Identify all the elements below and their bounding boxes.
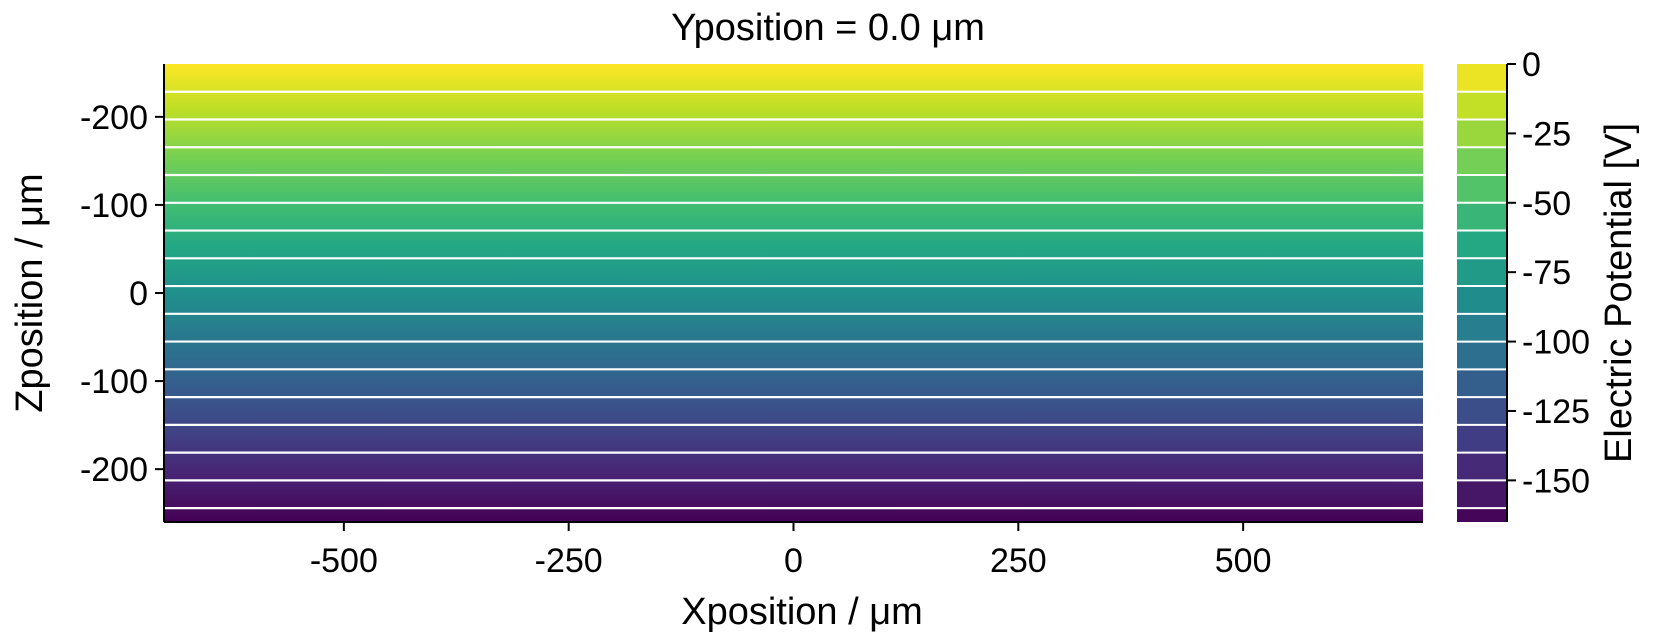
x-axis-label: Xposition / μm	[681, 591, 923, 633]
colorbar-band	[1457, 64, 1507, 92]
colorbar-tick-label: -150	[1522, 462, 1590, 500]
contour-lines	[164, 90, 1423, 510]
y-tick-label: -200	[80, 99, 148, 137]
colorbar-ticks: 0 -25 -50 -75 -100 -125 -150	[1507, 46, 1590, 500]
colorbar: 0 -25 -50 -75 -100 -125 -150 Electric Potentia…	[1457, 46, 1640, 522]
x-tick-label: 250	[990, 542, 1047, 580]
colorbar-band	[1457, 452, 1507, 481]
colorbar-label: Electric Potential [V]	[1598, 123, 1640, 463]
x-tick-label: -250	[535, 542, 603, 580]
colorbar-tick-label: -100	[1522, 324, 1590, 362]
colorbar-band	[1457, 202, 1507, 231]
y-ticks: -200 -100 0 -100 -200	[80, 99, 164, 489]
y-tick-label: -100	[80, 187, 148, 225]
colorbar-tick-label: -75	[1522, 254, 1571, 292]
colorbar-bands	[1457, 64, 1507, 522]
y-axis-label: Zposition / μm	[9, 173, 51, 412]
colorbar-tick-label: -25	[1522, 115, 1571, 153]
y-axis: -200 -100 0 -100 -200 Zposition / μm	[9, 64, 165, 522]
colorbar-band	[1457, 175, 1507, 203]
colorbar-band	[1457, 286, 1507, 314]
colorbar-tick-label: -125	[1522, 393, 1590, 431]
colorbar-tick-label: -50	[1522, 185, 1571, 223]
chart-title: Yposition = 0.0 μm	[671, 7, 985, 49]
colorbar-band	[1457, 480, 1507, 509]
x-tick-label: 0	[784, 542, 803, 580]
y-tick-label: 0	[129, 275, 148, 313]
colorbar-band	[1457, 508, 1507, 522]
colorbar-band	[1457, 230, 1507, 259]
x-tick-label: 500	[1215, 542, 1272, 580]
colorbar-tick-label: 0	[1522, 46, 1541, 84]
x-axis: -500 -250 0 250 500 Xposition / μm	[164, 521, 1423, 633]
plot-area	[164, 64, 1423, 522]
colorbar-band	[1457, 258, 1507, 287]
colorbar-band	[1457, 313, 1507, 342]
potential-heatmap	[164, 64, 1423, 522]
colorbar-band	[1457, 424, 1507, 453]
y-tick-label: -200	[80, 451, 148, 489]
colorbar-band	[1457, 397, 1507, 425]
colorbar-band	[1457, 119, 1507, 148]
colorbar-band	[1457, 91, 1507, 120]
x-tick-label: -500	[310, 542, 378, 580]
x-ticks: -500 -250 0 250 500	[310, 522, 1272, 580]
colorbar-band	[1457, 341, 1507, 370]
y-tick-label: -100	[80, 363, 148, 401]
colorbar-band	[1457, 147, 1507, 176]
colorbar-band	[1457, 369, 1507, 398]
